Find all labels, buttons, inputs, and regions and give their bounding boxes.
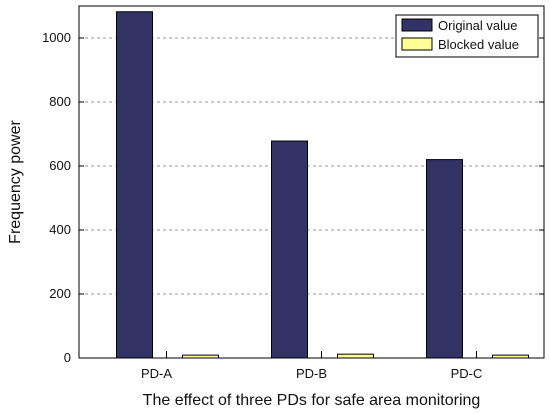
x-axis-ticks: PD-A PD-B PD-C	[141, 351, 482, 381]
y-axis-ticks: 0 200 400 600 800 1000	[42, 30, 544, 365]
x-tick-label: PD-C	[451, 366, 483, 381]
legend-label-original: Original value	[438, 18, 518, 33]
y-tick-label: 600	[49, 158, 71, 173]
x-tick-label: PD-B	[296, 366, 327, 381]
bar-original-pd-a	[116, 11, 153, 359]
bars	[116, 11, 529, 359]
bar-blocked-pd-b	[337, 353, 374, 359]
y-tick-label: 200	[49, 286, 71, 301]
x-tick-label: PD-A	[141, 366, 172, 381]
plot-frame	[78, 5, 545, 359]
legend-label-blocked: Blocked value	[438, 37, 519, 52]
y-tick-label: 400	[49, 222, 71, 237]
y-axis-title: Frequency power	[7, 120, 24, 244]
legend: Original value Blocked value	[395, 14, 539, 58]
y-tick-label: 1000	[42, 30, 71, 45]
legend-swatch-blocked	[401, 37, 433, 51]
y-tick-label: 800	[49, 94, 71, 109]
bar-original-pd-c	[426, 159, 463, 359]
y-tick-label: 0	[64, 350, 71, 365]
x-axis-title: The effect of three PDs for safe area mo…	[143, 392, 481, 409]
bar-original-pd-b	[271, 140, 308, 359]
legend-swatch-original	[401, 18, 433, 32]
